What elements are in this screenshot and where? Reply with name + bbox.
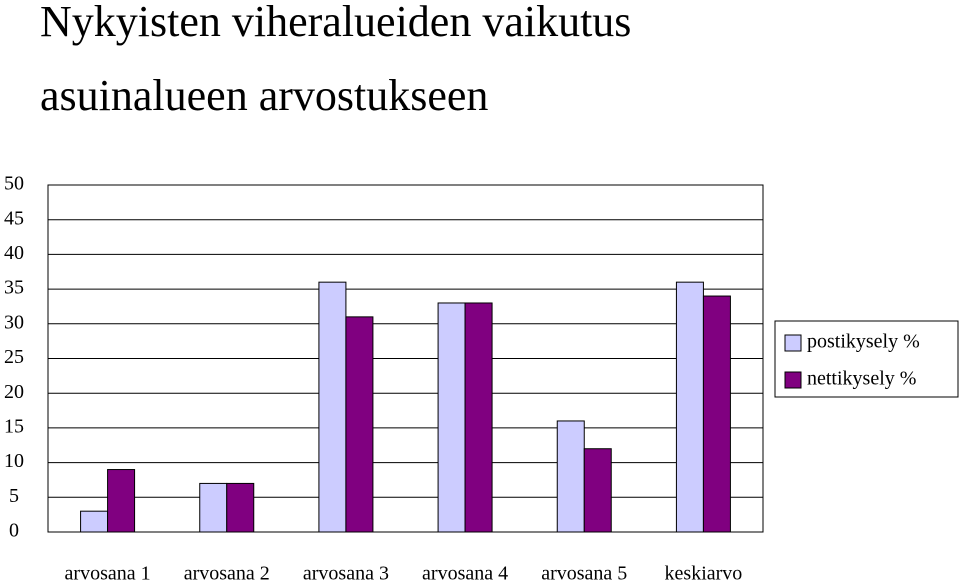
chart-title: Nykyisten viheralueiden vaikutus: [40, 0, 631, 46]
x-tick-label: arvosana 3: [303, 563, 389, 584]
y-tick-label: 30: [4, 311, 24, 333]
bar: [702, 295, 731, 533]
bar: [199, 482, 228, 533]
y-tick-label: 45: [4, 207, 24, 229]
bar: [226, 482, 255, 533]
bar: [107, 469, 136, 533]
y-tick-label: 10: [4, 450, 24, 472]
bar: [437, 302, 466, 533]
bar: [464, 302, 493, 533]
x-tick-label: arvosana 5: [541, 563, 627, 584]
legend-swatch: [784, 334, 802, 352]
bar: [556, 420, 585, 533]
chart-title: asuinalueen arvostukseen: [40, 71, 488, 120]
x-tick-label: arvosana 2: [184, 563, 270, 584]
y-tick-label: 15: [4, 415, 24, 437]
x-tick-label: arvosana 4: [422, 563, 508, 584]
x-tick-label: keskiarvo: [665, 563, 743, 584]
legend-box: [774, 320, 959, 398]
x-tick-label: arvosana 1: [65, 563, 151, 584]
legend-swatch: [784, 371, 802, 389]
y-tick-label: 0: [9, 520, 19, 542]
y-tick-label: 50: [4, 173, 24, 195]
bar: [675, 281, 704, 533]
bar: [345, 316, 374, 533]
legend-label: nettikysely %: [807, 368, 916, 390]
y-tick-label: 40: [4, 242, 24, 264]
y-tick-label: 25: [4, 346, 24, 368]
plot-frame: [47, 184, 764, 533]
bar: [80, 510, 109, 533]
bar: [583, 448, 612, 533]
y-tick-label: 35: [4, 277, 24, 299]
y-tick-label: 20: [4, 381, 24, 403]
legend-label: postikysely %: [807, 331, 920, 353]
bar: [318, 281, 347, 533]
y-tick-label: 5: [9, 485, 19, 507]
